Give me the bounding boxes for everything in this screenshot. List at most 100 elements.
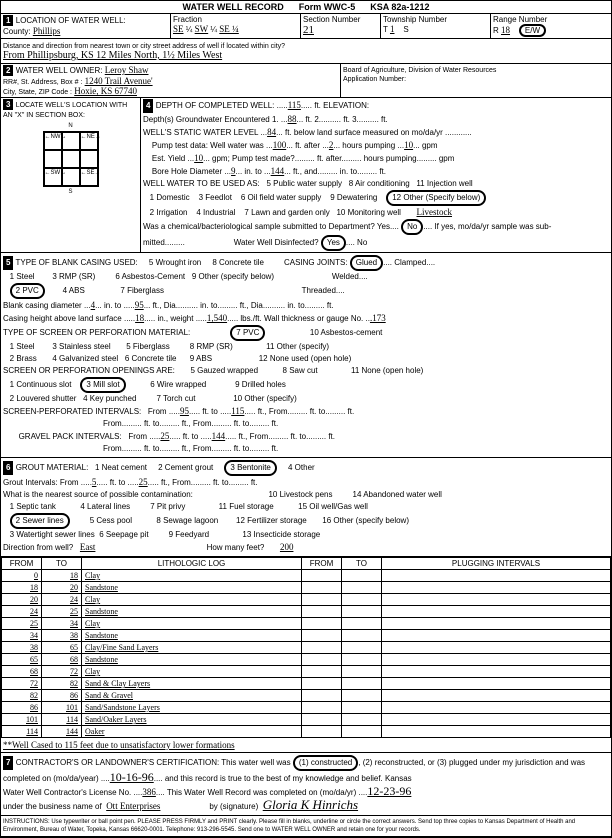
s2: 2 Brass bbox=[10, 354, 37, 363]
section-7: 7 CONTRACTOR'S OR LANDOWNER'S CERTIFICAT… bbox=[1, 753, 611, 816]
lbs: lbs./ft. Wall thickness or gauge No. bbox=[240, 314, 363, 323]
disinf: Water Well Disinfected? bbox=[234, 238, 319, 247]
t-s: S bbox=[403, 25, 408, 34]
c9: 9 Other (specify below) bbox=[192, 272, 274, 281]
s6: 6 Concrete tile bbox=[125, 354, 177, 363]
contam: What is the nearest source of possible c… bbox=[3, 490, 193, 499]
o5: 5 Gauzed wrapped bbox=[190, 366, 258, 375]
grav: GRAVEL PACK INTERVALS: bbox=[19, 432, 122, 441]
from1: From bbox=[148, 407, 167, 416]
o4: 4 Key punched bbox=[83, 394, 136, 403]
sigv: Gloria K Hinrichs bbox=[263, 797, 358, 812]
chem-if: If yes, mo/da/yr sample was sub- bbox=[434, 222, 551, 231]
height: Casing height above land surface bbox=[3, 314, 122, 323]
gftend: ft. bbox=[328, 432, 335, 441]
welded: Welded bbox=[332, 272, 359, 281]
to1: ft. to bbox=[202, 407, 218, 416]
frac5: SE ¼ bbox=[219, 24, 239, 34]
est-v: 10 bbox=[194, 153, 203, 163]
th-plug: PLUGGING INTERVALS bbox=[382, 558, 611, 570]
county-label: County: bbox=[3, 27, 31, 36]
bore-ft: ft., and bbox=[293, 167, 317, 176]
o8: 8 Saw cut bbox=[283, 366, 318, 375]
ft2: ft., From bbox=[182, 419, 212, 428]
u6: 6 Oil field water supply bbox=[241, 193, 321, 202]
gw1v: 88 bbox=[288, 114, 297, 124]
th-to: TO bbox=[42, 558, 82, 570]
city-label: City, State, ZIP Code : bbox=[3, 89, 72, 96]
u8: 8 Air conditioning bbox=[349, 179, 410, 188]
c5: 5 Wrought iron bbox=[149, 258, 201, 267]
dia-f2: ft., Dia. bbox=[240, 301, 265, 310]
compv: 10-16-96 bbox=[110, 770, 154, 784]
static-t: ft. below land surface measured on mo/da… bbox=[285, 128, 443, 137]
fraction-label: Fraction bbox=[173, 15, 202, 24]
table-row: 6872Clay bbox=[2, 666, 611, 678]
gftend2: ft. bbox=[272, 444, 279, 453]
g2: 2 Cement grout bbox=[158, 463, 213, 472]
chem: Was a chemical/bacteriological sample su… bbox=[143, 222, 390, 231]
perf: SCREEN-PERFORATED INTERVALS: bbox=[3, 407, 141, 416]
c6: 6 Asbestos-Cement bbox=[115, 272, 185, 281]
gft: ft., From bbox=[239, 432, 269, 441]
gw2: ft. 2. bbox=[305, 115, 321, 124]
s11: 11 Other (specify) bbox=[266, 342, 329, 351]
gft2: ft., From bbox=[182, 444, 212, 453]
n2: 2 Sewer lines bbox=[10, 513, 70, 529]
t-n: 1 bbox=[390, 24, 395, 34]
n3: 3 Watertight sewer lines bbox=[10, 530, 95, 539]
owner-label: WATER WELL OWNER: bbox=[16, 66, 103, 75]
sec7-num: 7 bbox=[3, 756, 13, 770]
pv1t: 115 bbox=[231, 406, 244, 416]
sec6-num: 6 bbox=[3, 461, 13, 475]
bus: under the business name of bbox=[3, 802, 102, 811]
water-well-record-form: WATER WELL RECORD Form WWC-5 KSA 82a-121… bbox=[0, 0, 612, 838]
sec3-label: LOCATE WELL'S LOCATION WITH AN "X" IN SE… bbox=[3, 102, 127, 119]
dia-to2: in. to bbox=[287, 301, 304, 310]
lithologic-log-table: FROM TO LITHOLOGIC LOG FROM TO PLUGGING … bbox=[1, 557, 611, 738]
o10: 10 Other (specify) bbox=[233, 394, 297, 403]
chem-no: No bbox=[401, 219, 423, 235]
ft1: ft., From bbox=[258, 407, 288, 416]
pump-hp: hours pumping bbox=[342, 141, 395, 150]
ftend2: ft. bbox=[272, 419, 279, 428]
g4: 4 Other bbox=[288, 463, 315, 472]
gw1: 1. bbox=[272, 115, 279, 124]
dir: Direction from well? bbox=[3, 543, 73, 552]
table-row: 2534Clay bbox=[2, 618, 611, 630]
iv2: 25 bbox=[139, 477, 148, 487]
dia-ft3: ft. bbox=[327, 301, 334, 310]
instructions: INSTRUCTIONS: Use typewriter or ball poi… bbox=[1, 816, 611, 837]
sec2-num: 2 bbox=[3, 65, 13, 76]
n1: 1 Septic tank bbox=[10, 502, 56, 511]
manyv: 200 bbox=[280, 542, 294, 552]
addr-val: 1240 Trail Avenue' bbox=[85, 76, 153, 86]
u1: 1 Domestic bbox=[150, 193, 190, 202]
sig: by (signature) bbox=[209, 802, 258, 811]
dia-ft: 95 bbox=[135, 300, 144, 310]
sec1-num: 1 bbox=[3, 15, 13, 26]
gint: Grout Intervals: From bbox=[3, 478, 79, 487]
s3: 3 Stainless steel bbox=[52, 342, 110, 351]
n6: 6 Seepage pit bbox=[99, 530, 148, 539]
dir-row: Distance and direction from nearest town… bbox=[1, 39, 611, 64]
log-note: **Well Cased to 115 feet due to unsatisf… bbox=[1, 738, 611, 753]
n11: 11 Fuel storage bbox=[219, 502, 274, 511]
ftend1: ft. bbox=[348, 407, 355, 416]
iftend: ft. bbox=[251, 478, 258, 487]
th-to2: TO bbox=[342, 558, 382, 570]
o9: 9 Drilled holes bbox=[235, 380, 286, 389]
ksa: KSA 82a-1212 bbox=[370, 2, 429, 12]
sec5-num: 5 bbox=[3, 256, 13, 270]
o1: 1 Continuous slot bbox=[10, 380, 72, 389]
t-t: T bbox=[383, 25, 388, 34]
pv1f: 95 bbox=[180, 406, 189, 416]
title-text: WATER WELL RECORD bbox=[183, 2, 284, 12]
gpm2: gpm bbox=[439, 154, 455, 163]
yes: Yes bbox=[321, 235, 346, 251]
u12: 12 Other (Specify below) bbox=[386, 190, 486, 206]
ift: ft., From bbox=[161, 478, 191, 487]
s9: 9 ABS bbox=[190, 354, 212, 363]
est-a: ft. after bbox=[317, 154, 341, 163]
gpm: gpm bbox=[422, 141, 438, 150]
